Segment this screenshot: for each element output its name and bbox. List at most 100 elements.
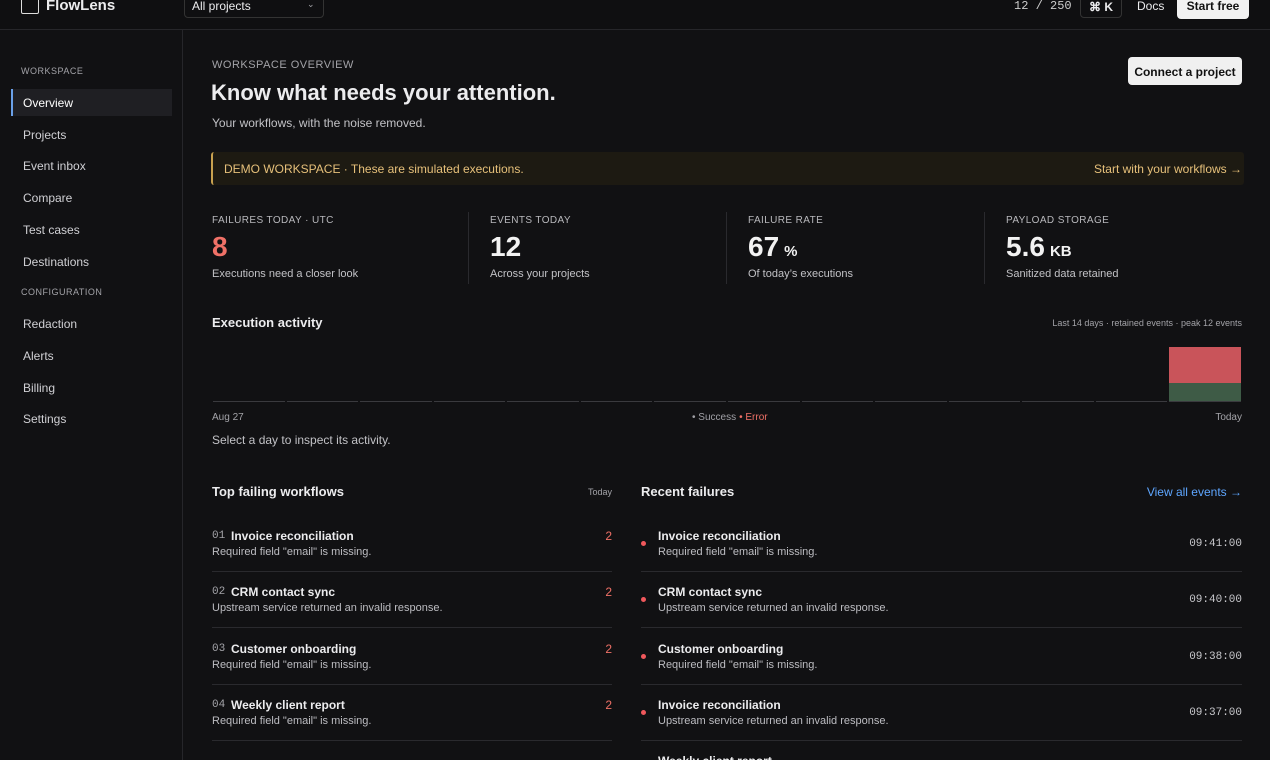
workflow-rank: 03 xyxy=(212,642,226,655)
failure-name[interactable]: Invoice reconciliation xyxy=(658,529,781,543)
sidebar-section-title: CONFIGURATION xyxy=(21,287,103,298)
activity-caption: Last 14 days · retained events · peak 12… xyxy=(1052,318,1242,328)
eyebrow: WORKSPACE OVERVIEW xyxy=(212,59,354,71)
stat-note: Across your projects xyxy=(490,268,590,280)
stat-value: 5.6 KB xyxy=(1006,231,1072,262)
workflow-message: Required field "email" is missing. xyxy=(212,546,372,558)
day-baseline xyxy=(875,401,947,402)
brand: FlowLens xyxy=(46,0,116,14)
workflow-name[interactable]: CRM contact sync xyxy=(231,585,336,600)
chart-start-label: Aug 27 xyxy=(212,412,244,423)
stat-label: EVENTS TODAY xyxy=(490,215,571,226)
row-divider xyxy=(212,571,612,572)
nav-item[interactable]: Test cases xyxy=(23,222,80,237)
failure-count: 2 xyxy=(605,585,612,600)
stat-divider xyxy=(726,212,727,284)
stat-value: 12 xyxy=(490,231,522,262)
page-title: Know what needs your attention. xyxy=(211,80,556,105)
nav-item[interactable]: Projects xyxy=(23,127,67,142)
top-failing-title: Top failing workflows xyxy=(212,484,344,499)
row-divider xyxy=(212,627,612,629)
top-failing-period: Today xyxy=(588,487,613,497)
failure-message: Upstream service returned an invalid res… xyxy=(658,714,889,727)
nav-item[interactable]: Settings xyxy=(23,412,67,427)
error-dot xyxy=(641,709,646,715)
chart-hint: Select a day to inspect its activity. xyxy=(212,433,391,447)
failure-message: Required field "email" is missing. xyxy=(658,546,818,558)
nav-item[interactable]: Compare xyxy=(23,191,73,206)
workflow-message: Required field "email" is missing. xyxy=(212,658,372,671)
nav-item[interactable]: Overview xyxy=(23,96,74,110)
day-baseline xyxy=(286,401,359,402)
workflow-rank: 04 xyxy=(212,698,226,711)
stat-divider xyxy=(984,212,985,284)
failure-name[interactable]: Invoice reconciliation xyxy=(658,697,781,712)
workflow-rank: 01 xyxy=(212,530,226,542)
page-subtitle: Your workflows, with the noise removed. xyxy=(212,116,426,130)
failure-name[interactable]: Weekly client report xyxy=(658,754,772,760)
active-nav-highlight xyxy=(11,89,172,116)
activity-title: Execution activity xyxy=(212,315,323,330)
day-baseline xyxy=(948,401,1021,402)
failure-count: 2 xyxy=(605,697,612,712)
nav-item[interactable]: Redaction xyxy=(23,317,78,332)
sidebar-section-title: WORKSPACE xyxy=(21,66,84,76)
nav-item[interactable]: Destinations xyxy=(23,254,90,269)
nav-item[interactable]: Billing xyxy=(23,380,56,395)
start-free-button[interactable]: Start free xyxy=(1177,0,1249,19)
stat-label: PAYLOAD STORAGE xyxy=(1006,215,1110,226)
failure-time: 09:38:00 xyxy=(1189,650,1242,663)
nav-item[interactable]: Event inbox xyxy=(23,159,86,174)
sidebar-border xyxy=(182,30,183,760)
day-baseline xyxy=(728,401,800,402)
day-baseline xyxy=(1022,401,1094,402)
legend-label: Success xyxy=(698,412,737,423)
day-baseline xyxy=(360,401,432,402)
workflow-name[interactable]: Invoice reconciliation xyxy=(231,529,354,543)
failure-time: 09:37:00 xyxy=(1189,706,1242,719)
top-bar xyxy=(0,0,1270,30)
row-divider xyxy=(641,683,1242,685)
workflow-message: Required field "email" is missing. xyxy=(212,714,372,727)
connect-project-button[interactable]: Connect a project xyxy=(1128,57,1242,85)
row-divider xyxy=(212,739,612,741)
workflow-rank: 02 xyxy=(212,586,226,599)
workflow-name[interactable]: Customer onboarding xyxy=(231,641,357,656)
stat-divider xyxy=(468,212,469,284)
chart-end-label: Today xyxy=(1215,412,1242,423)
day-baseline xyxy=(801,401,874,402)
legend-entry: • Success xyxy=(692,412,736,423)
day-baseline xyxy=(433,401,506,402)
row-divider xyxy=(641,739,1242,741)
day-baseline xyxy=(213,401,285,402)
stat-note: Of today’s executions xyxy=(748,268,853,280)
stat-value: 8 xyxy=(212,231,228,262)
failure-name[interactable]: Customer onboarding xyxy=(658,641,784,656)
project-select[interactable] xyxy=(184,0,324,18)
nav-item[interactable]: Alerts xyxy=(23,348,54,363)
day-baseline xyxy=(580,401,653,402)
usage: 12 / 250 xyxy=(1014,0,1072,13)
stat-note: Sanitized data retained xyxy=(1006,268,1119,280)
day-baseline xyxy=(1095,401,1168,402)
failure-time: 09:40:00 xyxy=(1189,594,1242,607)
activity-bar[interactable] xyxy=(1169,383,1241,401)
shortcut-button[interactable]: ⌘ K xyxy=(1080,0,1122,18)
row-divider xyxy=(212,683,612,685)
legend-dot: • xyxy=(739,412,746,423)
legend-entry: • Error xyxy=(739,412,768,423)
stat-unit: KB xyxy=(1049,243,1072,260)
workflow-name[interactable]: Weekly client report xyxy=(231,697,345,712)
banner-link[interactable]: Start with your workflows → xyxy=(1093,162,1242,176)
failure-message: Required field "email" is missing. xyxy=(658,658,818,671)
view-all-link[interactable]: View all events → xyxy=(1146,485,1242,499)
stat-unit: % xyxy=(784,243,798,260)
recent-failures-title: Recent failures xyxy=(641,484,735,499)
docs-link[interactable]: Docs xyxy=(1137,0,1165,13)
banner-text: DEMO WORKSPACE · These are simulated exe… xyxy=(224,162,524,176)
project-select-label: All projects xyxy=(192,0,251,13)
stat-note: Executions need a closer look xyxy=(212,268,359,280)
failure-name[interactable]: CRM contact sync xyxy=(658,585,763,600)
activity-bar[interactable] xyxy=(1169,347,1241,383)
